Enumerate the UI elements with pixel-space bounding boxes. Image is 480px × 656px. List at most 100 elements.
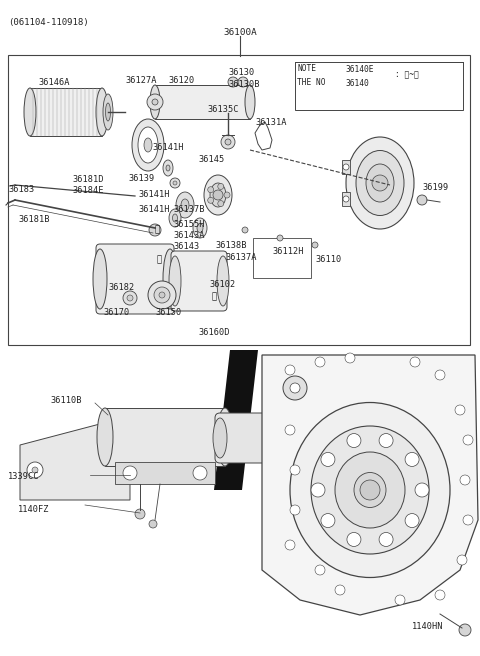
Ellipse shape (213, 418, 227, 458)
Ellipse shape (163, 249, 177, 309)
Text: 1339CC: 1339CC (8, 472, 39, 481)
Circle shape (347, 434, 361, 447)
Circle shape (135, 509, 145, 519)
Circle shape (224, 192, 230, 198)
Text: 36135C: 36135C (207, 105, 239, 114)
Text: 36141H: 36141H (138, 205, 169, 214)
Ellipse shape (97, 408, 113, 466)
Circle shape (463, 435, 473, 445)
Ellipse shape (24, 88, 36, 136)
Ellipse shape (217, 408, 233, 466)
Circle shape (415, 483, 429, 497)
Ellipse shape (193, 218, 207, 238)
Circle shape (417, 195, 427, 205)
Bar (342, 192, 350, 206)
FancyBboxPatch shape (96, 244, 174, 314)
Circle shape (290, 505, 300, 515)
Polygon shape (214, 350, 258, 490)
Circle shape (395, 595, 405, 605)
Text: 1140HN: 1140HN (412, 622, 444, 631)
Circle shape (208, 187, 214, 193)
Circle shape (149, 224, 161, 236)
Text: 36140E: 36140E (345, 65, 373, 74)
Text: 36130: 36130 (228, 68, 254, 77)
Ellipse shape (217, 256, 229, 306)
Ellipse shape (204, 175, 232, 215)
Text: THE NO: THE NO (297, 78, 325, 87)
Text: 36110: 36110 (315, 255, 341, 264)
Text: 36139: 36139 (128, 174, 154, 183)
Circle shape (149, 520, 157, 528)
Circle shape (405, 514, 419, 527)
Bar (253, 238, 311, 278)
Circle shape (405, 453, 419, 466)
Ellipse shape (181, 199, 189, 211)
Circle shape (123, 466, 137, 480)
Text: 36127A: 36127A (125, 76, 156, 85)
Circle shape (347, 533, 361, 546)
Circle shape (106, 434, 118, 446)
Circle shape (335, 585, 345, 595)
Text: 36146A: 36146A (38, 78, 70, 87)
Circle shape (285, 540, 295, 550)
Text: 36145: 36145 (198, 155, 224, 164)
Circle shape (228, 77, 238, 87)
Bar (105, 408, 225, 466)
Ellipse shape (163, 160, 173, 176)
Bar (295, 62, 463, 110)
Bar (155, 85, 250, 119)
Circle shape (170, 178, 180, 188)
Circle shape (277, 235, 283, 241)
Ellipse shape (172, 214, 178, 222)
Text: NOTE: NOTE (297, 64, 316, 73)
Ellipse shape (210, 183, 226, 207)
Ellipse shape (166, 165, 170, 171)
Ellipse shape (132, 119, 164, 171)
Circle shape (173, 181, 177, 185)
Circle shape (321, 453, 335, 466)
Ellipse shape (169, 256, 181, 306)
Text: ③: ③ (157, 255, 162, 264)
Circle shape (321, 514, 335, 527)
Ellipse shape (354, 472, 386, 508)
Circle shape (32, 467, 38, 473)
Bar (8, 55, 470, 345)
Ellipse shape (197, 224, 203, 232)
Ellipse shape (356, 150, 404, 216)
Ellipse shape (290, 403, 450, 577)
Circle shape (372, 175, 388, 191)
Polygon shape (20, 420, 130, 500)
Ellipse shape (138, 127, 158, 163)
Circle shape (27, 462, 43, 478)
Circle shape (410, 357, 420, 367)
Text: 36170: 36170 (103, 308, 129, 317)
Text: 36138B: 36138B (215, 241, 247, 250)
Text: 36143A: 36143A (173, 231, 204, 240)
Text: 36137A: 36137A (225, 253, 256, 262)
Text: 36112H: 36112H (272, 247, 303, 256)
Ellipse shape (169, 209, 181, 227)
Text: 36141H: 36141H (152, 143, 183, 152)
Circle shape (457, 555, 467, 565)
Text: 36143: 36143 (173, 242, 199, 251)
Text: : ①~⑤: : ①~⑤ (395, 70, 419, 79)
Circle shape (123, 291, 137, 305)
Text: 36100A: 36100A (223, 28, 257, 37)
FancyBboxPatch shape (215, 413, 280, 463)
Text: 36183: 36183 (8, 185, 34, 194)
Text: 36184E: 36184E (72, 186, 104, 195)
Ellipse shape (176, 192, 194, 218)
FancyBboxPatch shape (171, 251, 227, 311)
Circle shape (379, 434, 393, 447)
Text: 36110B: 36110B (50, 396, 82, 405)
Circle shape (360, 480, 380, 500)
Circle shape (213, 190, 223, 200)
Circle shape (221, 135, 235, 149)
Text: 36137B: 36137B (173, 205, 204, 214)
Text: 36155H: 36155H (173, 220, 204, 229)
Circle shape (154, 287, 170, 303)
Ellipse shape (346, 137, 414, 229)
Ellipse shape (93, 249, 107, 309)
Circle shape (127, 295, 133, 301)
Ellipse shape (103, 94, 113, 130)
